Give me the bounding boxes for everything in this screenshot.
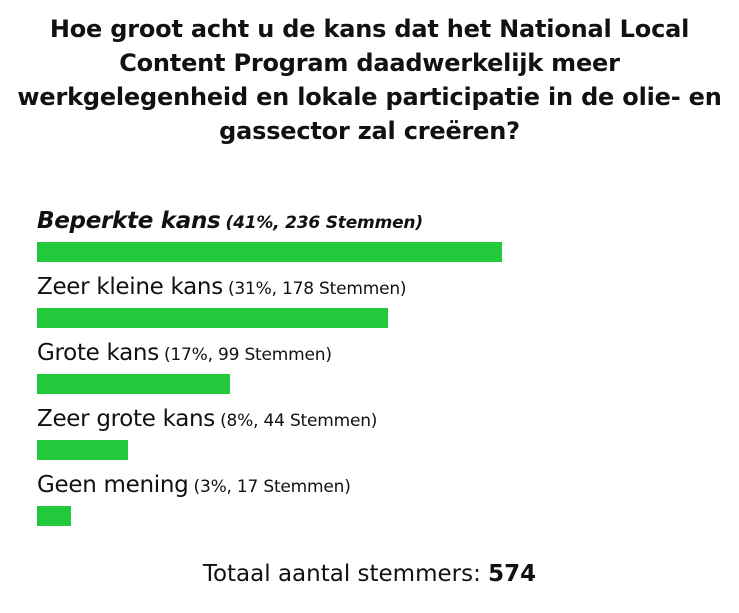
option-label-row: Geen mening (3%, 17 Stemmen): [37, 471, 351, 501]
total-value: 574: [488, 561, 537, 587]
result-bar: [37, 506, 71, 526]
total-voters: Totaal aantal stemmers: 574: [0, 558, 739, 590]
bar-track: [37, 242, 717, 262]
result-bar: [37, 440, 128, 460]
bar-track: [37, 440, 717, 460]
poll-option: Geen mening (3%, 17 Stemmen): [37, 464, 717, 530]
bar-track: [37, 374, 717, 394]
result-bar: [37, 308, 389, 328]
option-label: Zeer grote kans: [37, 406, 215, 432]
option-stats: (8%, 44 Stemmen): [220, 411, 378, 431]
option-label: Grote kans: [37, 340, 159, 366]
option-label-row: Grote kans (17%, 99 Stemmen): [37, 339, 332, 369]
poll-question: Hoe groot acht u de kans dat het Nationa…: [17, 15, 722, 145]
result-bar: [37, 374, 230, 394]
option-stats: (31%, 178 Stemmen): [227, 279, 407, 299]
poll-option: Zeer grote kans (8%, 44 Stemmen): [37, 398, 717, 464]
option-stats: (3%, 17 Stemmen): [193, 477, 351, 497]
bar-track: [37, 308, 717, 328]
option-label-row: Zeer grote kans (8%, 44 Stemmen): [37, 405, 377, 435]
option-stats: (41%, 236 Stemmen): [225, 213, 424, 233]
result-bar: [37, 242, 502, 262]
poll-option: Zeer kleine kans (31%, 178 Stemmen): [37, 266, 717, 332]
option-label: Geen mening: [37, 472, 189, 498]
poll-options: Beperkte kans (41%, 236 Stemmen) Zeer kl…: [37, 200, 717, 530]
poll-option: Beperkte kans (41%, 236 Stemmen): [37, 200, 717, 266]
option-label-row: Beperkte kans (41%, 236 Stemmen): [37, 207, 423, 237]
bar-track: [37, 506, 717, 526]
option-label: Zeer kleine kans: [37, 274, 223, 300]
option-label: Beperkte kans: [37, 208, 221, 234]
poll-option: Grote kans (17%, 99 Stemmen): [37, 332, 717, 398]
option-label-row: Zeer kleine kans (31%, 178 Stemmen): [37, 273, 407, 303]
option-stats: (17%, 99 Stemmen): [164, 345, 332, 365]
total-label: Totaal aantal stemmers:: [202, 561, 481, 587]
